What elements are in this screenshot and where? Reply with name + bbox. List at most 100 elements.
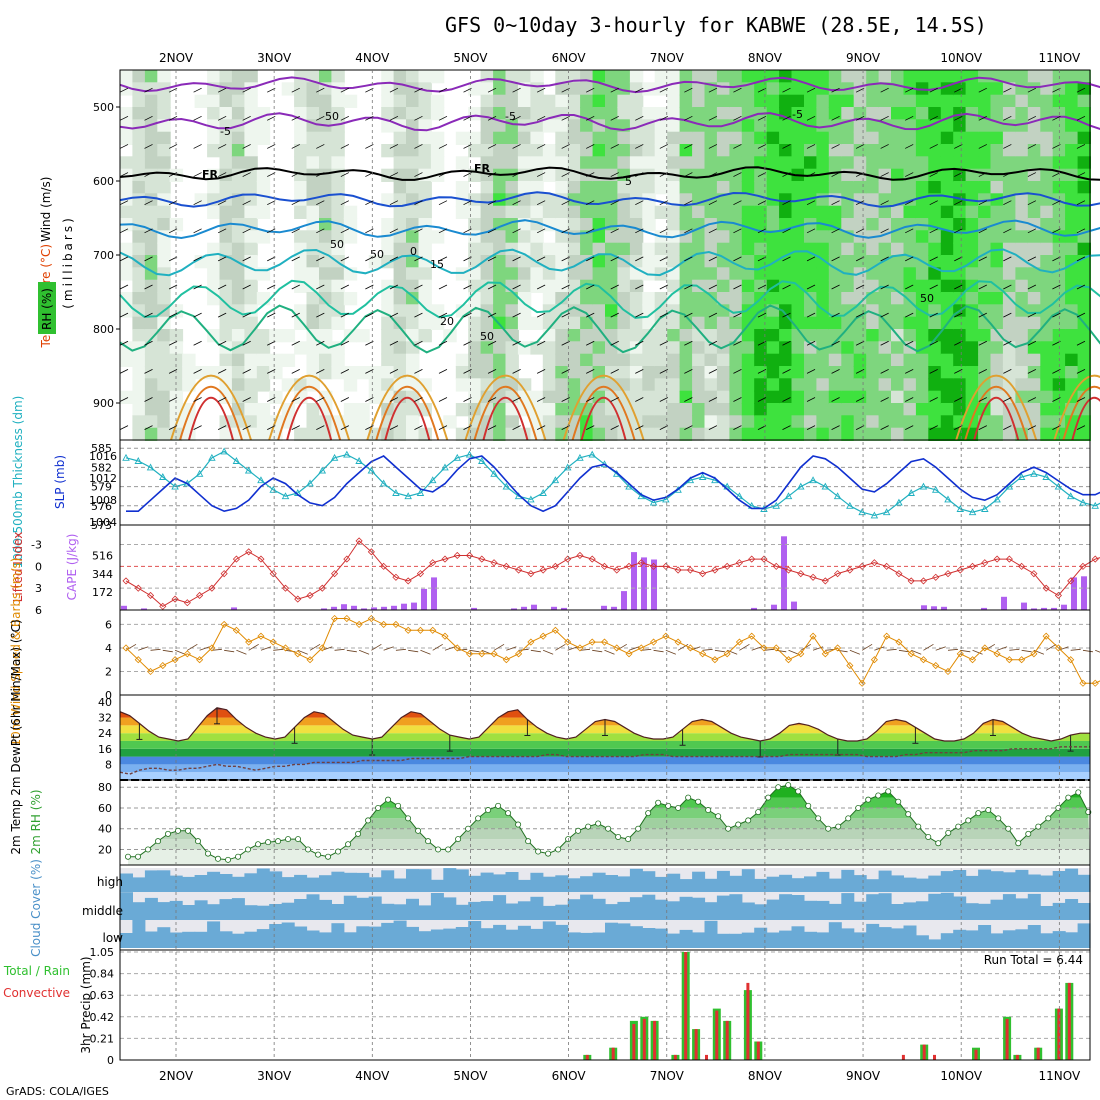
wind-barb bbox=[438, 312, 448, 318]
rh-cell bbox=[306, 82, 320, 96]
thickness-point bbox=[931, 485, 940, 493]
rh-cell bbox=[542, 119, 557, 133]
wind-barb bbox=[757, 284, 767, 290]
rh-cell bbox=[741, 205, 756, 219]
wind-barb bbox=[684, 144, 693, 149]
rh-cell bbox=[306, 292, 320, 306]
cape-bar bbox=[141, 608, 147, 610]
rh-cell bbox=[1077, 341, 1091, 355]
rh-cell bbox=[1077, 415, 1091, 429]
wind10m-point bbox=[539, 632, 547, 640]
wind-barb bbox=[291, 200, 300, 206]
cloud-cell bbox=[368, 896, 382, 920]
rh-cell bbox=[853, 353, 868, 367]
slp-line bbox=[126, 455, 1100, 513]
wind10m-point bbox=[735, 638, 744, 646]
rh-cell bbox=[1052, 255, 1067, 269]
rh-cell bbox=[430, 316, 445, 330]
wind10m-point bbox=[993, 650, 1001, 658]
wind10m-point bbox=[895, 638, 903, 646]
rh-cell bbox=[256, 378, 271, 392]
rh-cell bbox=[629, 144, 644, 158]
cloud-cover-panel bbox=[120, 868, 1091, 948]
rh-cell bbox=[853, 329, 868, 343]
rh-cell bbox=[1040, 242, 1054, 256]
rh-cell bbox=[1077, 94, 1091, 108]
rh2m-point bbox=[315, 851, 322, 858]
rh-cell bbox=[331, 341, 345, 355]
cloud-cell bbox=[779, 894, 793, 920]
isotherm-label: 0 bbox=[410, 245, 417, 258]
wind-barb bbox=[291, 115, 300, 121]
wind-barb bbox=[144, 397, 153, 402]
wind10m-barb bbox=[702, 648, 713, 651]
cloud-cell bbox=[667, 933, 681, 948]
rh2m-point bbox=[775, 784, 782, 791]
wind-barb bbox=[1027, 369, 1037, 374]
lifted-index-point bbox=[515, 566, 523, 574]
lifted-index-point bbox=[502, 562, 510, 570]
rh2m-point bbox=[475, 815, 482, 822]
rh-cell bbox=[120, 107, 134, 121]
rh-cell bbox=[779, 403, 793, 417]
cloud-cell bbox=[928, 875, 942, 892]
rh-cell bbox=[878, 94, 892, 108]
precip-conv-bar bbox=[585, 1054, 589, 1060]
rh-cell bbox=[978, 131, 992, 145]
thickness-point bbox=[1042, 473, 1050, 480]
cloud-cell bbox=[356, 926, 370, 948]
rh-cell bbox=[729, 415, 743, 429]
wind-barb bbox=[1027, 200, 1037, 206]
date-label-top: 6NOV bbox=[552, 51, 587, 65]
cape-bar bbox=[1031, 608, 1037, 610]
rh-cell bbox=[953, 316, 967, 330]
wind10m-barb bbox=[996, 646, 1008, 651]
rh-cell bbox=[294, 156, 308, 170]
rh2m-point bbox=[485, 807, 492, 814]
wind-barb bbox=[119, 256, 129, 262]
rh-cell bbox=[120, 119, 134, 133]
rh-cell bbox=[766, 329, 781, 343]
rh-cell bbox=[219, 119, 233, 133]
rh-cell bbox=[990, 329, 1004, 343]
rh-cell bbox=[1040, 70, 1054, 84]
rh-cell bbox=[704, 353, 718, 367]
rh-cell bbox=[629, 205, 644, 219]
rh-cell bbox=[667, 144, 681, 158]
rh-cell bbox=[940, 70, 955, 84]
rh-cell bbox=[928, 415, 942, 429]
rh-cell bbox=[965, 205, 979, 219]
rh2m-point bbox=[135, 853, 142, 860]
rh-cell bbox=[393, 205, 407, 219]
rh-cell bbox=[555, 366, 569, 380]
rh-cell bbox=[144, 415, 159, 429]
wind-barb bbox=[708, 87, 718, 93]
wind-barb bbox=[389, 340, 399, 346]
rh-cell bbox=[915, 353, 930, 367]
rh-cell bbox=[766, 427, 781, 441]
wind10m-barb bbox=[714, 649, 725, 653]
rh-cell bbox=[555, 353, 569, 367]
lifted-index-point bbox=[1091, 555, 1099, 563]
rh-cell bbox=[978, 390, 992, 404]
wind-barb bbox=[610, 115, 619, 121]
rh-cell bbox=[804, 255, 818, 269]
wind-barb bbox=[267, 144, 276, 149]
rh-cell bbox=[144, 181, 159, 195]
rh-cell bbox=[891, 378, 905, 392]
wind10m-point bbox=[331, 614, 339, 623]
cape-tick: 516 bbox=[92, 550, 113, 563]
rh-cell bbox=[468, 242, 482, 256]
wind-barb bbox=[708, 144, 718, 149]
date-label-bottom: 2NOV bbox=[159, 1069, 194, 1083]
rh-cell bbox=[716, 82, 731, 96]
wind-barb bbox=[438, 284, 448, 290]
rh-cell bbox=[878, 415, 892, 429]
rh-cell bbox=[667, 242, 681, 256]
rh-cell bbox=[530, 70, 544, 84]
rh-cell bbox=[716, 131, 731, 145]
cloud-cell bbox=[853, 932, 867, 948]
rh-cell bbox=[306, 279, 320, 293]
rh-cell bbox=[1002, 316, 1017, 330]
wind-barb bbox=[978, 115, 987, 121]
